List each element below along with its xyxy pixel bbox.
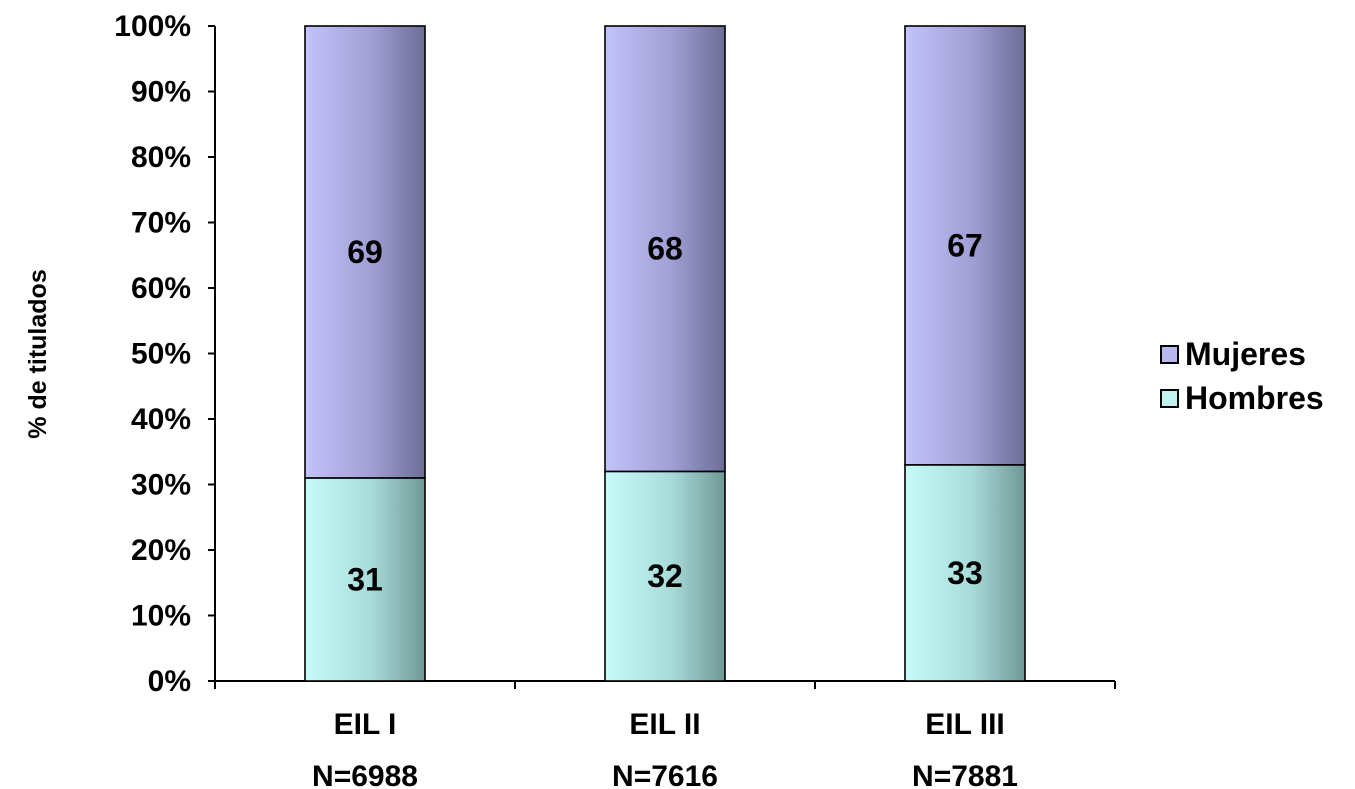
x-category-label: EIL I: [334, 708, 397, 741]
y-tick-label: 10%: [131, 600, 191, 633]
data-label-mujeres: 67: [947, 227, 983, 263]
legend-swatch-hombres: [1160, 388, 1179, 408]
y-tick-label: 0%: [148, 665, 191, 698]
y-tick-label: 40%: [131, 403, 191, 436]
labels: 31 69 EIL I N=6988 32 68 EIL II N=7616 33 67 EIL I…: [312, 227, 1018, 789]
axes: 0% 10% 20% 30% 40% 50% 60% 70% 80% 90% 100% % de ti…: [24, 10, 1116, 698]
y-tick-label: 70%: [131, 207, 191, 240]
legend-label-hombres: Hombres: [1185, 379, 1324, 416]
x-category-label: N=7881: [912, 760, 1018, 789]
x-category-label: EIL II: [629, 708, 700, 741]
bar-mujeres: [304, 25, 426, 479]
y-tick-label: 60%: [131, 272, 191, 305]
y-axis-title: % de titulados: [24, 269, 52, 438]
legend-item-mujeres: Mujeres: [1160, 332, 1324, 376]
data-label-hombres: 32: [647, 558, 683, 594]
data-label-hombres: 33: [947, 555, 983, 591]
bar-hombres: [604, 470, 726, 682]
bar-mujeres: [904, 25, 1026, 466]
x-category-label: EIL III: [925, 708, 1004, 741]
bar-mujeres: [604, 25, 726, 473]
y-tick-label: 80%: [131, 141, 191, 174]
legend-label-mujeres: Mujeres: [1185, 335, 1306, 372]
legend-item-hombres: Hombres: [1160, 376, 1324, 420]
x-category-label: N=6988: [312, 760, 418, 789]
y-tick-label: 50%: [131, 338, 191, 371]
legend-swatch-mujeres: [1160, 344, 1179, 364]
legend: Mujeres Hombres: [1160, 332, 1324, 420]
bars: [304, 25, 1026, 682]
bar-hombres: [904, 464, 1026, 682]
y-tick-label: 100%: [114, 10, 191, 43]
bar-hombres: [304, 477, 426, 682]
data-label-mujeres: 68: [647, 231, 683, 267]
data-label-hombres: 31: [347, 561, 383, 597]
y-tick-label: 90%: [131, 76, 191, 109]
y-tick-label: 30%: [131, 469, 191, 502]
x-category-label: N=7616: [612, 760, 718, 789]
y-tick-label: 20%: [131, 534, 191, 567]
data-label-mujeres: 69: [347, 234, 383, 270]
